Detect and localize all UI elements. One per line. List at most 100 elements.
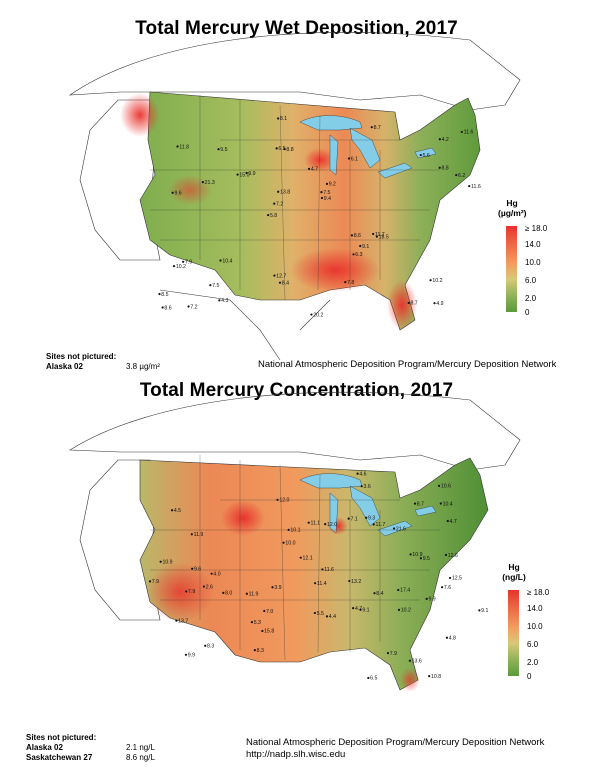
site-marker	[444, 553, 448, 557]
site-value-label: 3.6	[364, 484, 371, 490]
site-value-label: 4.4	[329, 614, 336, 620]
site-value-label: 8.3	[207, 644, 214, 650]
site-marker	[202, 585, 206, 588]
not-pictured-site: Alaska 02	[26, 743, 63, 752]
site-marker	[360, 485, 363, 488]
site-marker	[445, 636, 449, 639]
not-pictured-value: 8.6 ng/L	[126, 753, 155, 762]
site-value-label: 7.5	[212, 283, 219, 289]
site-marker	[433, 302, 436, 305]
site-marker	[210, 572, 213, 575]
site-value-label: 8.1	[280, 116, 287, 122]
site-marker	[148, 580, 152, 583]
not-pictured-site: Alaska 02	[46, 362, 83, 371]
site-value-label: 7.9	[152, 579, 159, 585]
site-value-label: 13.2	[351, 579, 361, 585]
site-value-label: 9.3	[368, 516, 375, 522]
site-value-label: 7.1	[350, 516, 357, 522]
not-pictured-note: Sites not pictured: Alaska 02	[46, 352, 116, 372]
site-marker	[271, 586, 274, 589]
site-marker	[455, 173, 458, 177]
site-value-label: 10.9	[412, 552, 422, 558]
legend-deposition: Hg (µg/m²) ≥ 18.0 14.0 10.0 6.0 2.0 0	[498, 198, 568, 328]
site-marker	[277, 117, 280, 120]
site-value-label: 10.2	[432, 278, 442, 284]
legend-tick: ≥ 18.0	[525, 224, 548, 233]
site-value-label: 8.3	[257, 648, 264, 654]
site-value-label: 12.0	[327, 522, 337, 528]
site-value-label: 10.9	[162, 559, 172, 565]
site-value-label: 10.8	[431, 674, 441, 680]
site-marker	[204, 644, 207, 647]
site-value-label: 10.1	[290, 528, 300, 534]
legend-units: (ng/L)	[502, 572, 526, 582]
site-marker	[407, 301, 410, 304]
site-value-label: 9.4	[324, 196, 331, 202]
site-marker	[201, 181, 204, 184]
site-value-label: 10.2	[401, 608, 411, 614]
legend-tick: 6.0	[527, 640, 539, 649]
great-lakes	[299, 115, 437, 179]
site-value-label: 5.5	[317, 611, 324, 617]
site-value-label: 9.5	[423, 556, 430, 562]
site-value-label: 8.4	[376, 591, 383, 597]
site-value-label: 7.2	[190, 304, 197, 310]
site-value-label: 10.2	[176, 264, 186, 270]
site-marker	[348, 579, 351, 583]
site-marker	[176, 145, 179, 148]
site-value-label: 3.9	[274, 585, 281, 591]
site-value-label: 11.4	[317, 581, 327, 587]
site-marker	[287, 528, 290, 531]
site-value-label: 7.0	[266, 609, 273, 615]
site-marker	[261, 629, 264, 633]
site-marker	[273, 274, 276, 277]
site-marker	[320, 191, 323, 194]
site-marker	[187, 305, 190, 308]
site-value-label: 6.1	[351, 156, 358, 162]
site-marker	[282, 541, 285, 544]
site-marker	[448, 576, 452, 580]
legend-tick: 14.0	[527, 604, 543, 613]
site-marker	[468, 184, 471, 188]
site-value-label: 5.6	[423, 153, 430, 159]
site-value-label: 9.1	[362, 608, 369, 614]
site-value-label: 11.1	[310, 520, 320, 526]
site-marker	[373, 592, 376, 595]
site-value-label: 9.9	[188, 653, 195, 659]
legend-tick: ≥ 18.0	[527, 588, 550, 597]
site-value-label: 8.6	[354, 233, 361, 239]
site-marker	[325, 182, 329, 185]
site-marker	[350, 234, 354, 237]
site-marker	[184, 653, 188, 656]
site-value-label: 10.4	[222, 258, 232, 264]
site-marker	[392, 527, 396, 530]
site-value-label: 5.8	[270, 213, 277, 219]
site-value-label: 4.0	[213, 571, 220, 577]
site-value-label: 18.5	[379, 234, 389, 240]
site-marker	[253, 649, 256, 652]
site-value-label: 7.8	[347, 280, 354, 286]
site-value-label: 10.4	[443, 501, 453, 507]
site-labels-deposition: 4.9 9.6 4.2 5.8 6.1 7.2 6.5 4.7 7.9 9.9 8.5 7.5 8.8 9…	[158, 116, 481, 318]
legend-tick: 0	[527, 672, 532, 681]
not-pictured-value: 2.1 ng/L	[126, 743, 155, 752]
site-marker	[428, 675, 431, 678]
site-value-label: 20.2	[313, 312, 323, 318]
site-marker	[478, 609, 481, 612]
site-marker	[278, 281, 282, 284]
site-marker	[320, 196, 324, 200]
site-marker	[352, 253, 355, 256]
site-value-label: 4.6	[359, 471, 366, 477]
concentration-map: 10.8 2.6 4.7 4.5 4.8 11.9 8.3 11.9 21.6 11.1 11.7 1…	[69, 392, 521, 692]
site-value-label: 8.7	[374, 125, 381, 131]
site-value-label: 9.5	[220, 147, 227, 153]
site-marker	[367, 676, 370, 680]
site-value-label: 8.4	[282, 280, 289, 286]
site-marker	[413, 502, 417, 505]
not-pictured-value: 3.8 µg/m²	[126, 362, 160, 371]
not-pictured-label: Sites not pictured:	[46, 352, 117, 361]
site-value-label: 4.7	[450, 519, 457, 525]
site-value-label: 11.7	[375, 232, 385, 238]
site-marker	[222, 591, 225, 594]
legend-tick: 2.0	[527, 658, 539, 667]
